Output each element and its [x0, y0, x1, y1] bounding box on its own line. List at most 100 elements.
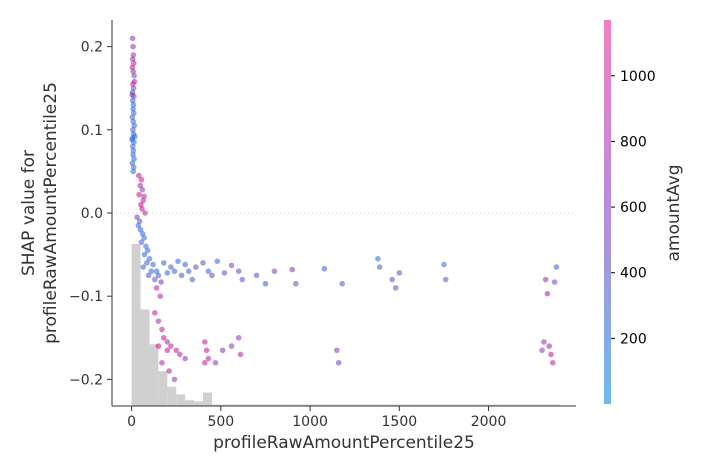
scatter-point	[138, 176, 145, 183]
scatter-point	[160, 260, 167, 266]
scatter-point	[189, 276, 196, 283]
scatter-point	[130, 102, 137, 108]
scatter-point	[185, 268, 192, 275]
scatter-point	[339, 280, 346, 287]
scatter-point	[182, 261, 188, 268]
colorbar-tick-label: 600	[620, 200, 647, 216]
scatter-point	[200, 260, 206, 266]
scatter-point	[131, 72, 137, 79]
colorbar-ticks: 200 400 600 800 1000	[611, 69, 656, 347]
scatter-point	[164, 339, 171, 345]
scatter-point	[137, 182, 143, 189]
scatter-point	[550, 359, 556, 366]
histogram-bar	[149, 344, 159, 406]
histogram-bar	[542, 404, 552, 406]
scatter-point	[135, 222, 142, 229]
scatter-point	[130, 52, 137, 58]
scatter-point	[221, 270, 228, 276]
scatter-point	[539, 347, 545, 354]
scatter-point	[140, 264, 147, 270]
scatter-point	[235, 268, 242, 275]
scatter-point	[140, 197, 147, 204]
scatter-point	[164, 270, 171, 276]
scatter-point	[209, 272, 215, 279]
scatter-point	[155, 318, 162, 324]
scatter-point	[553, 264, 560, 270]
scatter-point	[551, 279, 558, 285]
y-tick-label: −0.1	[69, 289, 103, 305]
y-axis-label-line-1: SHAP value for	[19, 150, 39, 276]
scatter-point	[548, 351, 554, 358]
scatter-point	[145, 272, 152, 279]
colorbar-tick-label: 400	[620, 266, 647, 282]
scatter-point	[219, 347, 226, 354]
x-tick-label: 1500	[382, 414, 418, 430]
scatter-point	[134, 214, 140, 220]
scatter-point	[152, 276, 158, 283]
scatter-point	[129, 64, 136, 71]
scatter-point	[146, 255, 153, 262]
scatter-point	[168, 264, 174, 270]
y-tick-label: 0.1	[81, 123, 103, 139]
scatter-point	[164, 347, 171, 354]
scatter-point	[182, 355, 188, 362]
scatter-point	[171, 376, 178, 383]
colorbar-tick-label: 200	[620, 331, 647, 347]
scatter-point	[160, 334, 167, 341]
scatter-point	[131, 78, 138, 85]
scatter-point	[148, 268, 155, 275]
scatter-point	[130, 127, 136, 133]
scatter-point	[396, 270, 403, 276]
scatter-point	[153, 285, 160, 291]
scatter-point	[193, 264, 199, 270]
scatter-point	[136, 191, 142, 198]
x-axis-ticks: 0 500 1000 1500 2000	[127, 406, 506, 430]
scatter-point	[271, 268, 278, 275]
scatter-point	[235, 334, 242, 341]
scatter-point	[335, 359, 342, 366]
scatter-point	[228, 343, 235, 349]
scatter-point	[159, 326, 165, 333]
histogram-bar	[551, 404, 561, 406]
scatter-point	[157, 293, 163, 299]
histogram-bar	[194, 401, 204, 406]
colorbar-tick-label: 800	[620, 134, 647, 150]
scatter-point	[541, 339, 547, 345]
scatter-point	[130, 147, 137, 154]
scatter-point	[130, 43, 136, 50]
scatter-point	[334, 347, 340, 354]
scatter-point	[542, 276, 549, 283]
scatter-point	[153, 268, 160, 275]
scatter-point	[129, 136, 135, 143]
scatter-point	[141, 193, 147, 200]
scatter-point	[135, 172, 142, 179]
scatter-point	[138, 239, 145, 245]
scatter-point	[205, 268, 212, 275]
scatter-point	[129, 92, 135, 98]
scatter-point	[129, 114, 136, 121]
histogram-bar	[167, 386, 177, 406]
histogram-bar	[140, 309, 150, 406]
histogram-bar	[131, 243, 141, 406]
scatter-point	[139, 206, 145, 212]
scatter-point	[129, 143, 136, 150]
scatter-point	[392, 285, 399, 291]
x-tick-label: 0	[127, 414, 136, 430]
scatter-point	[168, 343, 174, 349]
scatter-point	[130, 106, 136, 112]
y-tick-label: −0.2	[69, 372, 103, 388]
scatter-point	[175, 258, 181, 265]
scatter-point	[212, 359, 219, 366]
scatter-point	[253, 272, 260, 279]
x-tick-label: 500	[207, 414, 234, 430]
scatter-point	[171, 268, 178, 275]
scatter-point	[173, 347, 180, 354]
histogram-bar	[203, 392, 212, 406]
scatter-point	[289, 266, 296, 273]
scatter-point	[130, 164, 137, 171]
colorbar-label: amountAvg	[664, 164, 684, 261]
scatter-point	[546, 343, 553, 349]
y-tick-label: 0.0	[81, 206, 103, 222]
scatter-point	[205, 355, 212, 362]
scatter-point	[166, 368, 172, 374]
